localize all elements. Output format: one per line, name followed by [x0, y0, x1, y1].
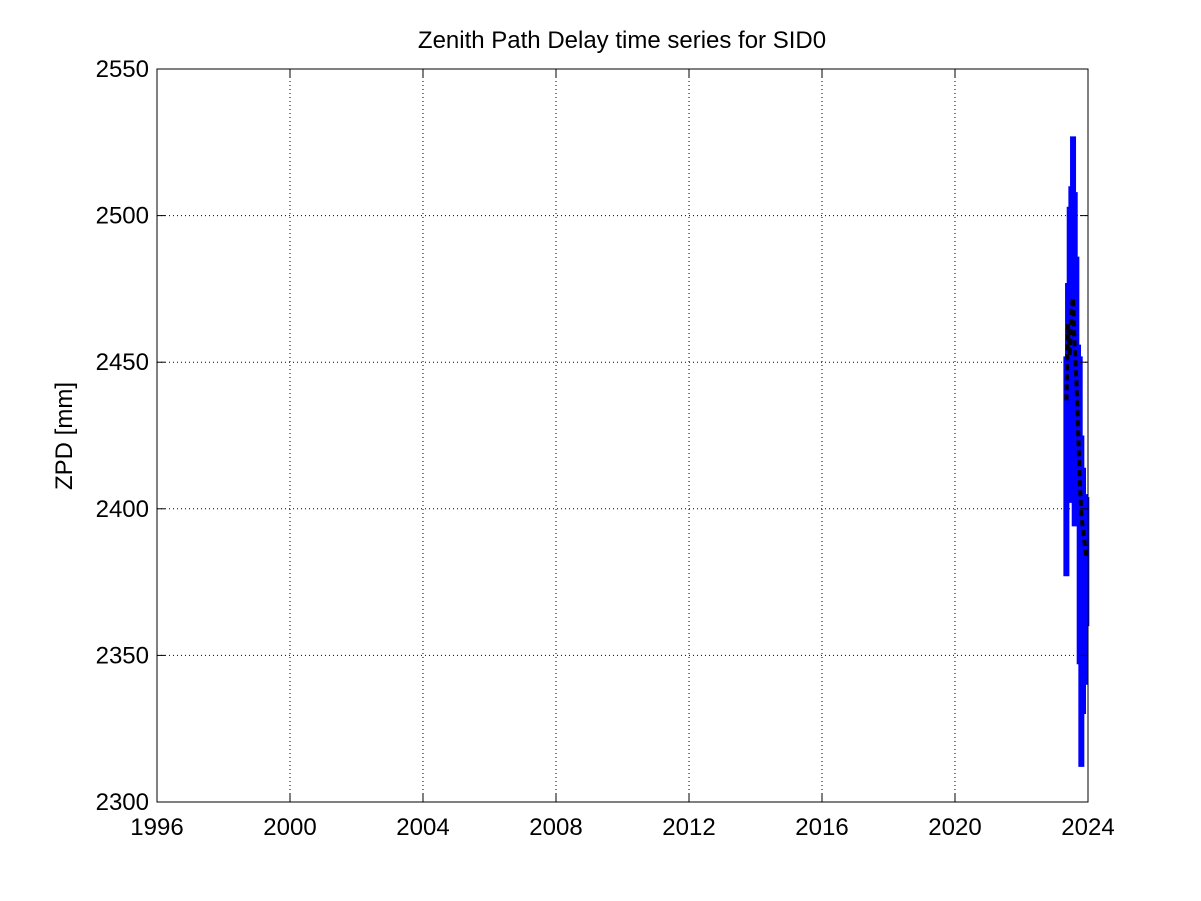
x-tick-label: 1996	[130, 814, 183, 841]
y-tick-label: 2500	[96, 203, 149, 230]
x-tick-label: 2020	[928, 814, 981, 841]
y-axis-label: ZPD [mm]	[51, 382, 78, 490]
x-tick-label: 2016	[795, 814, 848, 841]
plot-area	[157, 69, 1088, 802]
y-tick-label: 2350	[96, 642, 149, 669]
x-tick-label: 2004	[396, 814, 449, 841]
tick-layer: 1996 2000 2004 2008 2012 2016 2020 2024 2300 2350…	[96, 56, 1115, 841]
x-tick-label: 2000	[263, 814, 316, 841]
x-tick-label: 2012	[662, 814, 715, 841]
y-tick-label: 2400	[96, 496, 149, 523]
y-tick-label: 2300	[96, 789, 149, 816]
chart-title: Zenith Path Delay time series for SID0	[418, 27, 826, 54]
x-tick-label: 2024	[1061, 814, 1114, 841]
y-tick-label: 2450	[96, 349, 149, 376]
axes-frame	[156, 68, 1089, 803]
y-tick-label: 2550	[96, 56, 149, 83]
x-tick-label: 2008	[529, 814, 582, 841]
